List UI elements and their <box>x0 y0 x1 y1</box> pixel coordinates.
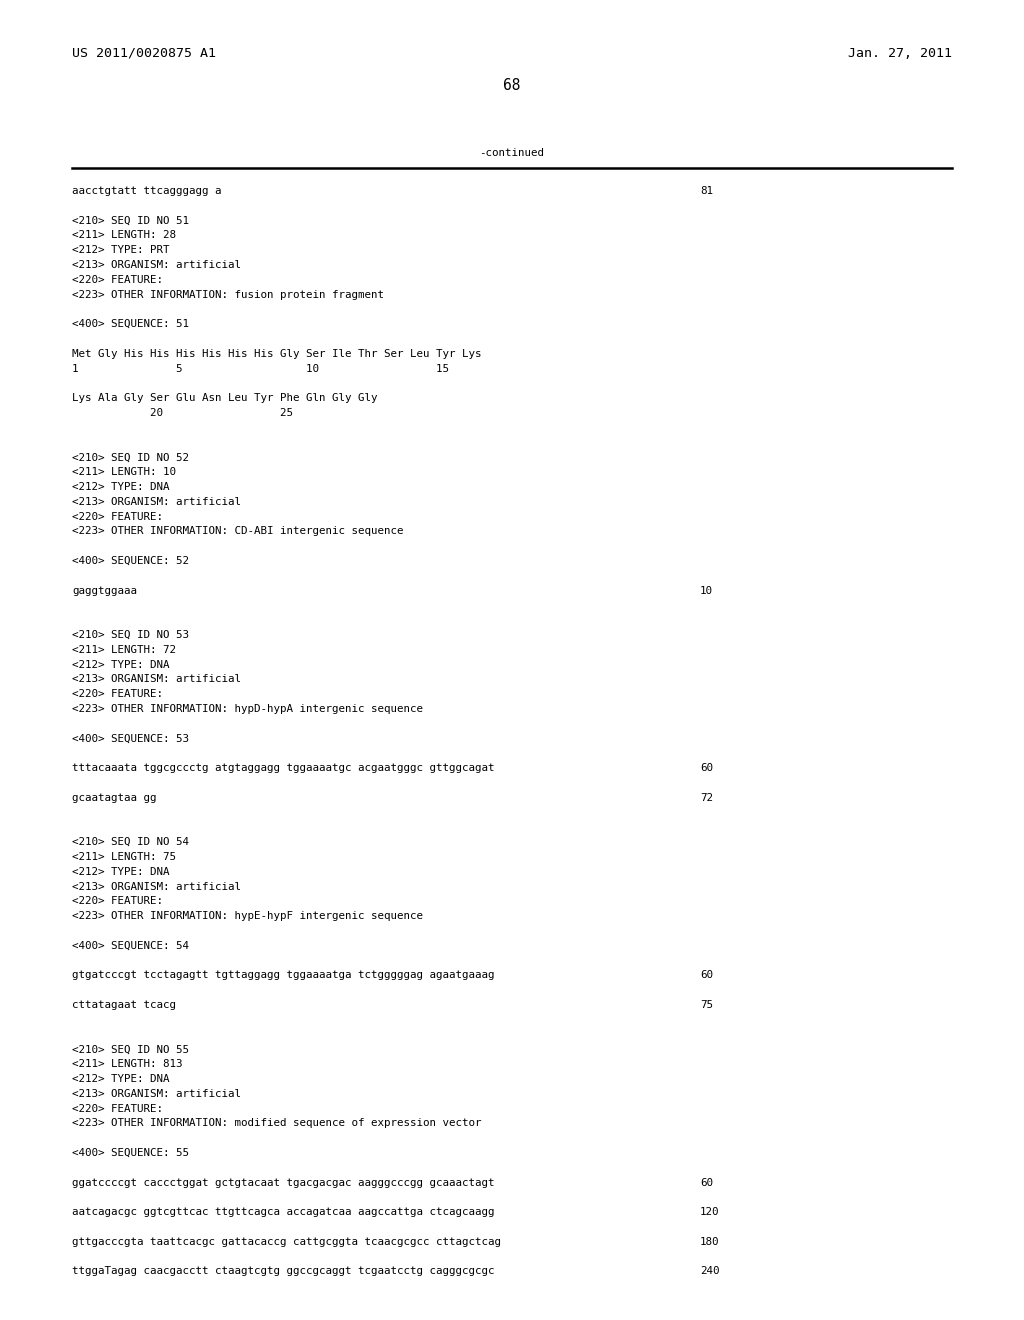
Text: 180: 180 <box>700 1237 720 1247</box>
Text: <212> TYPE: DNA: <212> TYPE: DNA <box>72 1074 170 1084</box>
Text: 240: 240 <box>700 1266 720 1276</box>
Text: 68: 68 <box>503 78 521 92</box>
Text: <213> ORGANISM: artificial: <213> ORGANISM: artificial <box>72 1089 241 1098</box>
Text: <400> SEQUENCE: 51: <400> SEQUENCE: 51 <box>72 319 189 329</box>
Text: ttggaTagag caacgacctt ctaagtcgtg ggccgcaggt tcgaatcctg cagggcgcgc: ttggaTagag caacgacctt ctaagtcgtg ggccgca… <box>72 1266 495 1276</box>
Text: 60: 60 <box>700 763 713 774</box>
Text: <220> FEATURE:: <220> FEATURE: <box>72 1104 163 1114</box>
Text: <210> SEQ ID NO 54: <210> SEQ ID NO 54 <box>72 837 189 847</box>
Text: 10: 10 <box>700 586 713 595</box>
Text: <212> TYPE: DNA: <212> TYPE: DNA <box>72 867 170 876</box>
Text: <210> SEQ ID NO 52: <210> SEQ ID NO 52 <box>72 453 189 462</box>
Text: 120: 120 <box>700 1208 720 1217</box>
Text: <400> SEQUENCE: 54: <400> SEQUENCE: 54 <box>72 941 189 950</box>
Text: Met Gly His His His His His His Gly Ser Ile Thr Ser Leu Tyr Lys: Met Gly His His His His His His Gly Ser … <box>72 348 481 359</box>
Text: <211> LENGTH: 813: <211> LENGTH: 813 <box>72 1059 182 1069</box>
Text: 60: 60 <box>700 1177 713 1188</box>
Text: -continued: -continued <box>479 148 545 158</box>
Text: <220> FEATURE:: <220> FEATURE: <box>72 689 163 700</box>
Text: <212> TYPE: DNA: <212> TYPE: DNA <box>72 482 170 492</box>
Text: 20                  25: 20 25 <box>72 408 293 418</box>
Text: <400> SEQUENCE: 55: <400> SEQUENCE: 55 <box>72 1148 189 1158</box>
Text: <213> ORGANISM: artificial: <213> ORGANISM: artificial <box>72 882 241 891</box>
Text: <211> LENGTH: 10: <211> LENGTH: 10 <box>72 467 176 478</box>
Text: 1               5                   10                  15: 1 5 10 15 <box>72 363 449 374</box>
Text: tttacaaata tggcgccctg atgtaggagg tggaaaatgc acgaatgggc gttggcagat: tttacaaata tggcgccctg atgtaggagg tggaaaa… <box>72 763 495 774</box>
Text: 75: 75 <box>700 1001 713 1010</box>
Text: <220> FEATURE:: <220> FEATURE: <box>72 275 163 285</box>
Text: aacctgtatt ttcagggagg a: aacctgtatt ttcagggagg a <box>72 186 221 195</box>
Text: <223> OTHER INFORMATION: fusion protein fragment: <223> OTHER INFORMATION: fusion protein … <box>72 289 384 300</box>
Text: gttgacccgta taattcacgc gattacaccg cattgcggta tcaacgcgcc cttagctcag: gttgacccgta taattcacgc gattacaccg cattgc… <box>72 1237 501 1247</box>
Text: <211> LENGTH: 28: <211> LENGTH: 28 <box>72 231 176 240</box>
Text: gtgatcccgt tcctagagtt tgttaggagg tggaaaatga tctgggggag agaatgaaag: gtgatcccgt tcctagagtt tgttaggagg tggaaaa… <box>72 970 495 981</box>
Text: <210> SEQ ID NO 51: <210> SEQ ID NO 51 <box>72 215 189 226</box>
Text: <400> SEQUENCE: 53: <400> SEQUENCE: 53 <box>72 734 189 743</box>
Text: <400> SEQUENCE: 52: <400> SEQUENCE: 52 <box>72 556 189 566</box>
Text: <212> TYPE: PRT: <212> TYPE: PRT <box>72 246 170 255</box>
Text: <210> SEQ ID NO 53: <210> SEQ ID NO 53 <box>72 630 189 640</box>
Text: <223> OTHER INFORMATION: hypD-hypA intergenic sequence: <223> OTHER INFORMATION: hypD-hypA inter… <box>72 704 423 714</box>
Text: <213> ORGANISM: artificial: <213> ORGANISM: artificial <box>72 260 241 271</box>
Text: gaggtggaaa: gaggtggaaa <box>72 586 137 595</box>
Text: 72: 72 <box>700 793 713 803</box>
Text: <210> SEQ ID NO 55: <210> SEQ ID NO 55 <box>72 1044 189 1055</box>
Text: <223> OTHER INFORMATION: hypE-hypF intergenic sequence: <223> OTHER INFORMATION: hypE-hypF inter… <box>72 911 423 921</box>
Text: <223> OTHER INFORMATION: CD-ABI intergenic sequence: <223> OTHER INFORMATION: CD-ABI intergen… <box>72 527 403 536</box>
Text: ggatccccgt caccctggat gctgtacaat tgacgacgac aagggcccgg gcaaactagt: ggatccccgt caccctggat gctgtacaat tgacgac… <box>72 1177 495 1188</box>
Text: <223> OTHER INFORMATION: modified sequence of expression vector: <223> OTHER INFORMATION: modified sequen… <box>72 1118 481 1129</box>
Text: <212> TYPE: DNA: <212> TYPE: DNA <box>72 660 170 669</box>
Text: gcaatagtaa gg: gcaatagtaa gg <box>72 793 157 803</box>
Text: Jan. 27, 2011: Jan. 27, 2011 <box>848 48 952 59</box>
Text: <211> LENGTH: 75: <211> LENGTH: 75 <box>72 851 176 862</box>
Text: 60: 60 <box>700 970 713 981</box>
Text: <211> LENGTH: 72: <211> LENGTH: 72 <box>72 644 176 655</box>
Text: Lys Ala Gly Ser Glu Asn Leu Tyr Phe Gln Gly Gly: Lys Ala Gly Ser Glu Asn Leu Tyr Phe Gln … <box>72 393 378 403</box>
Text: US 2011/0020875 A1: US 2011/0020875 A1 <box>72 48 216 59</box>
Text: <213> ORGANISM: artificial: <213> ORGANISM: artificial <box>72 675 241 684</box>
Text: <213> ORGANISM: artificial: <213> ORGANISM: artificial <box>72 496 241 507</box>
Text: 81: 81 <box>700 186 713 195</box>
Text: aatcagacgc ggtcgttcac ttgttcagca accagatcaa aagccattga ctcagcaagg: aatcagacgc ggtcgttcac ttgttcagca accagat… <box>72 1208 495 1217</box>
Text: <220> FEATURE:: <220> FEATURE: <box>72 512 163 521</box>
Text: <220> FEATURE:: <220> FEATURE: <box>72 896 163 907</box>
Text: cttatagaat tcacg: cttatagaat tcacg <box>72 1001 176 1010</box>
